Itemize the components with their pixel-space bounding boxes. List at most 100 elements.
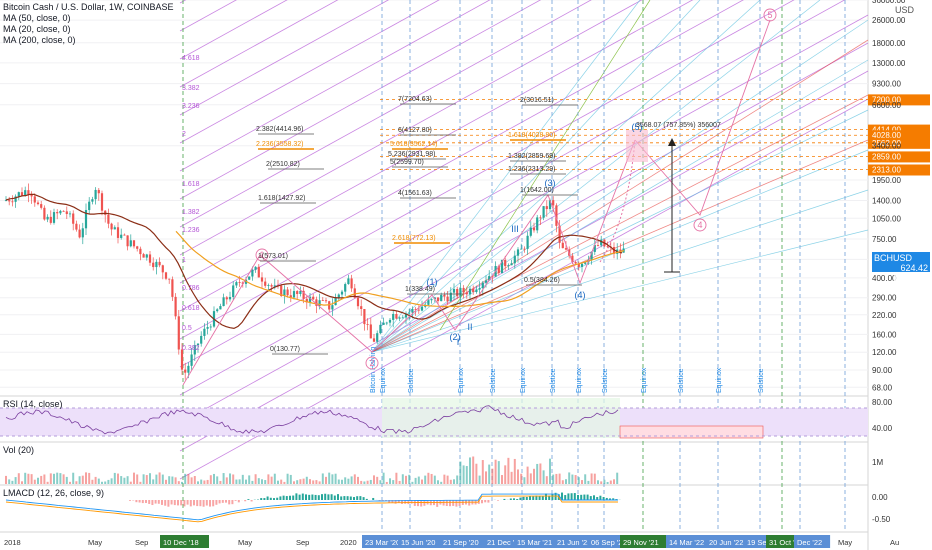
candle-body <box>600 239 603 246</box>
macd-hist <box>276 497 279 500</box>
annotations: 12(1)(2)(3)(4)(5)45IIIIII4.6183.3823.236… <box>182 8 777 370</box>
volume-bar <box>225 477 228 484</box>
macd-hist <box>260 498 263 500</box>
volume-bar <box>85 472 87 484</box>
fib-channel-line <box>179 0 339 88</box>
ma20-legend[interactable]: MA (20, close, 0) <box>3 24 71 34</box>
ma20-line <box>5 193 623 330</box>
volume-bar <box>152 479 155 484</box>
volume-bar <box>181 481 183 484</box>
candle-body <box>465 292 468 295</box>
macd-hist <box>177 500 179 506</box>
macd-hist <box>311 494 314 500</box>
volume-bar <box>504 465 507 484</box>
volume-legend[interactable]: Vol (20) <box>3 445 35 455</box>
candle-body <box>155 261 158 268</box>
macd-hist <box>564 495 567 500</box>
ma200-legend[interactable]: MA (200, close, 0) <box>3 35 76 45</box>
volume-bar <box>520 473 523 484</box>
candle-body <box>193 345 196 355</box>
volume-bar <box>587 480 590 484</box>
candle-body <box>340 291 344 295</box>
candle-body <box>376 333 379 342</box>
candle-body <box>420 306 424 311</box>
volume-bar <box>417 476 420 484</box>
candle-body <box>516 249 520 256</box>
volume-bar <box>56 472 59 484</box>
x-tick-badge <box>620 535 669 548</box>
volume-bar <box>120 476 123 484</box>
macd-hist <box>170 500 173 505</box>
candle-body <box>196 343 200 346</box>
macd-hist <box>269 497 272 500</box>
macd-hist <box>180 500 183 506</box>
macd-hist <box>266 496 269 500</box>
time-axis: 2018 May Sep 10 Dec '18 May Sep 2020 23 Mar '20… <box>4 535 899 548</box>
wave-count-primary <box>182 139 636 386</box>
volume-bar <box>472 456 475 484</box>
volume-bar <box>385 481 388 484</box>
candle-body <box>392 313 395 320</box>
macd-hist <box>583 494 586 500</box>
x-tick-badge <box>706 535 755 548</box>
volume-bar <box>510 471 513 484</box>
macd-hist <box>580 494 583 500</box>
candle-body <box>452 289 456 293</box>
price-axis: 36000.00 26000.00 18000.00 13000.00 9300.00 6… <box>872 0 906 392</box>
price-level-label: 3562.00 <box>872 139 901 148</box>
volume-bar <box>33 479 36 484</box>
x-tick-label: 21 Sep '20 <box>443 538 479 547</box>
candle-body <box>152 262 155 268</box>
fib-annotation: 3568.07 (757.85%) 356007 <box>636 122 721 129</box>
volume-bar <box>305 476 308 484</box>
fib-annotation: 6(4127.80) <box>398 127 432 134</box>
macd-hist <box>577 494 579 500</box>
candle-body <box>520 248 523 250</box>
candle-body <box>404 313 408 318</box>
volume-bar <box>513 458 516 484</box>
ma50-legend[interactable]: MA (50, close, 0) <box>3 13 71 23</box>
volume-bar <box>389 478 391 484</box>
volume-bar <box>197 481 199 484</box>
candle-body <box>321 300 324 302</box>
volume-bar <box>401 474 404 484</box>
rsi-legend[interactable]: RSI (14, close) <box>3 399 63 409</box>
fib-fan-lines <box>179 0 869 480</box>
fib-left-label: 0.5 <box>182 325 192 332</box>
volume-bar <box>216 476 219 484</box>
candle-body <box>385 322 388 324</box>
macd-hist <box>452 500 455 506</box>
candle-body <box>504 259 507 267</box>
volume-bar <box>117 473 119 484</box>
volume-bar <box>91 479 94 484</box>
candle-body <box>459 287 462 297</box>
volume-bar <box>491 468 494 484</box>
candle-body <box>593 245 596 252</box>
candle-body <box>145 254 148 258</box>
macd-hist <box>525 496 528 500</box>
candle-body <box>46 216 49 220</box>
macd-hist <box>532 496 535 500</box>
macd-legend[interactable]: LMACD (12, 26, close, 9) <box>3 488 105 498</box>
candle-body <box>497 266 500 274</box>
candle-body <box>113 227 116 230</box>
macd-hist <box>333 495 336 500</box>
volume-bar <box>517 469 519 484</box>
fib-annotation: 5.618(3562.14) <box>390 141 437 148</box>
volume-bar <box>232 474 235 484</box>
cycle-lines: Equinox Solstice Equinox Solstice Equinox Sol… <box>182 0 846 532</box>
wave-label: (5) <box>632 122 643 132</box>
wave-label: 5 <box>767 10 772 20</box>
macd-hist <box>308 494 311 500</box>
volume-bar <box>398 480 401 484</box>
x-tick-badge <box>666 535 715 548</box>
macd-hist <box>407 500 410 505</box>
macd-hist <box>157 500 160 504</box>
macd-hist <box>292 495 295 500</box>
volume-bar <box>155 474 158 484</box>
candle-body <box>305 298 308 303</box>
candle-body <box>219 306 222 310</box>
price-level-tag <box>868 137 930 149</box>
volume-bar <box>600 481 603 484</box>
